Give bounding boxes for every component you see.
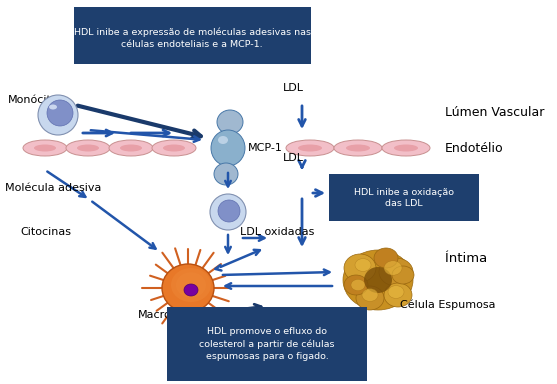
Ellipse shape <box>218 136 228 144</box>
Text: LDL: LDL <box>283 83 304 93</box>
Ellipse shape <box>384 261 402 275</box>
Circle shape <box>210 194 246 230</box>
Text: Célula Espumosa: Célula Espumosa <box>400 300 496 310</box>
Ellipse shape <box>162 264 214 312</box>
Ellipse shape <box>346 144 370 152</box>
Ellipse shape <box>298 144 322 152</box>
Text: HDL inibe a oxidação
das LDL: HDL inibe a oxidação das LDL <box>354 188 454 209</box>
Ellipse shape <box>171 268 211 302</box>
FancyBboxPatch shape <box>329 174 479 221</box>
Ellipse shape <box>334 140 382 156</box>
Ellipse shape <box>356 286 384 310</box>
Ellipse shape <box>343 250 413 310</box>
Text: LDL oxidadas: LDL oxidadas <box>240 227 314 237</box>
Ellipse shape <box>364 267 392 293</box>
Ellipse shape <box>351 280 365 291</box>
Text: Citocinas: Citocinas <box>20 227 71 237</box>
Ellipse shape <box>379 258 413 286</box>
Ellipse shape <box>388 286 404 298</box>
Text: Íntima: Íntima <box>445 252 487 265</box>
Text: Endotélio: Endotélio <box>445 141 504 154</box>
Ellipse shape <box>152 140 196 156</box>
Ellipse shape <box>66 140 110 156</box>
Text: Macrófago: Macrófago <box>138 310 197 320</box>
Ellipse shape <box>384 283 412 307</box>
Ellipse shape <box>34 144 56 152</box>
Ellipse shape <box>211 130 245 166</box>
Text: Monócito: Monócito <box>8 95 58 105</box>
Ellipse shape <box>163 144 185 152</box>
Ellipse shape <box>184 284 198 296</box>
Text: MCP-1: MCP-1 <box>248 143 283 153</box>
Ellipse shape <box>176 272 206 298</box>
Text: LDL: LDL <box>283 153 304 163</box>
Ellipse shape <box>374 248 398 268</box>
Ellipse shape <box>217 110 243 134</box>
Ellipse shape <box>344 254 376 282</box>
Ellipse shape <box>23 140 67 156</box>
Ellipse shape <box>392 266 414 284</box>
Text: Lúmen Vascular: Lúmen Vascular <box>445 106 544 119</box>
Ellipse shape <box>382 140 430 156</box>
Ellipse shape <box>344 275 368 295</box>
Ellipse shape <box>362 289 378 301</box>
Ellipse shape <box>355 258 371 271</box>
Text: HDL promove o efluxo do
colesterol a partir de células
espumosas para o figado.: HDL promove o efluxo do colesterol a par… <box>199 327 335 361</box>
Circle shape <box>218 200 240 222</box>
Ellipse shape <box>49 104 57 109</box>
Text: HDL inibe a expressão de moléculas adesivas nas
células endoteliais e a MCP-1.: HDL inibe a expressão de moléculas adesi… <box>74 27 310 49</box>
Text: Molécula adesiva: Molécula adesiva <box>5 183 101 193</box>
Ellipse shape <box>109 140 153 156</box>
Ellipse shape <box>120 144 142 152</box>
Ellipse shape <box>394 144 418 152</box>
Circle shape <box>38 95 78 135</box>
Ellipse shape <box>77 144 99 152</box>
Circle shape <box>47 100 73 126</box>
Ellipse shape <box>286 140 334 156</box>
FancyBboxPatch shape <box>167 307 367 381</box>
FancyBboxPatch shape <box>74 7 311 64</box>
Ellipse shape <box>214 163 238 185</box>
